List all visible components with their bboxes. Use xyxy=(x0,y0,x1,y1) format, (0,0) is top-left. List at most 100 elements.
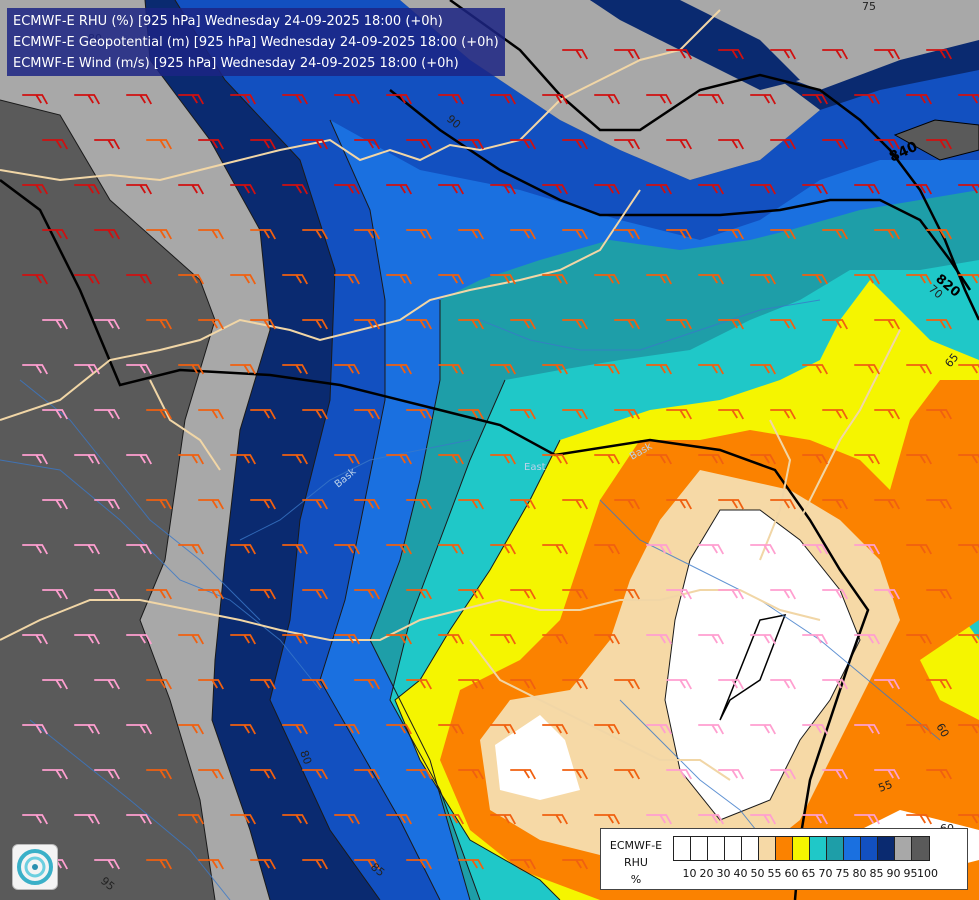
wind-barb xyxy=(926,499,953,510)
wind-barb xyxy=(178,94,205,105)
wind-barb xyxy=(334,274,361,285)
wind-barb xyxy=(646,184,673,195)
legend-unit: % xyxy=(630,873,642,886)
wind-barb xyxy=(562,589,589,600)
wind-barb xyxy=(146,589,173,600)
wind-barb xyxy=(822,319,849,330)
wind-barb xyxy=(146,769,173,780)
wind-barb xyxy=(282,544,309,555)
wind-barb xyxy=(334,724,361,735)
wind-barb xyxy=(146,409,173,420)
wind-barb xyxy=(94,769,121,780)
wind-barb xyxy=(614,679,641,690)
wind-barb xyxy=(178,454,205,465)
wind-barb xyxy=(42,229,69,240)
wind-barb xyxy=(386,454,413,465)
wind-barb xyxy=(490,454,517,465)
wind-barb xyxy=(22,634,49,645)
wind-barb xyxy=(510,679,537,690)
rhu-label-75: 75 xyxy=(862,0,876,13)
wind-barb xyxy=(94,589,121,600)
wind-barb xyxy=(562,139,589,150)
wind-barb xyxy=(250,319,277,330)
wind-barb xyxy=(510,139,537,150)
wind-barb xyxy=(958,724,979,734)
wind-barb xyxy=(854,544,881,555)
wind-barb xyxy=(750,814,777,825)
wind-barb xyxy=(42,769,69,780)
wind-barb xyxy=(438,274,465,285)
wind-barb xyxy=(386,544,413,555)
wind-barb xyxy=(750,94,777,105)
wind-barb xyxy=(42,679,69,690)
wind-barb xyxy=(386,814,413,825)
wind-barb xyxy=(490,364,517,375)
wind-barb xyxy=(282,274,309,285)
wind-barb xyxy=(822,769,849,780)
wind-barb xyxy=(958,814,979,824)
wind-barb xyxy=(802,364,829,375)
wind-barb xyxy=(666,589,693,600)
wind-barb xyxy=(178,364,205,375)
wind-barb xyxy=(614,49,641,60)
wind-barb xyxy=(646,94,673,105)
wind-barb xyxy=(22,364,49,375)
wind-barb xyxy=(302,679,329,690)
wind-barb xyxy=(698,724,725,735)
wind-barb xyxy=(282,184,309,195)
wind-barb xyxy=(906,364,933,375)
wind-barb xyxy=(926,769,953,780)
legend-swatch xyxy=(844,837,861,860)
legend-tick-label: 90 xyxy=(886,867,901,880)
wind-barb xyxy=(282,634,309,645)
wind-barb xyxy=(302,139,329,150)
wind-barb xyxy=(458,769,485,780)
ecmwf-logo xyxy=(12,844,58,890)
wind-barb xyxy=(198,319,225,330)
wind-barb xyxy=(750,364,777,375)
wind-barb xyxy=(874,139,901,150)
legend-model: ECMWF-E xyxy=(609,839,663,852)
wind-barb xyxy=(354,409,381,420)
wind-barb xyxy=(874,499,901,510)
rhu-band-90-strip xyxy=(590,0,800,90)
wind-barb xyxy=(822,409,849,420)
wind-barb xyxy=(770,409,797,420)
wind-barb xyxy=(22,94,49,105)
wind-barb xyxy=(146,319,173,330)
wind-barb xyxy=(770,139,797,150)
wind-barb xyxy=(718,769,745,780)
wind-barb xyxy=(958,544,979,554)
legend-swatch xyxy=(708,837,725,860)
wind-barb xyxy=(250,409,277,420)
wind-barb xyxy=(94,499,121,510)
wind-barb xyxy=(874,229,901,240)
wind-barb xyxy=(958,274,979,284)
wind-barb xyxy=(854,364,881,375)
wind-barb xyxy=(562,769,589,780)
legend-swatch xyxy=(759,837,776,860)
legend-swatches xyxy=(673,836,930,861)
wind-barb xyxy=(282,94,309,105)
wind-barb xyxy=(354,139,381,150)
wind-barb xyxy=(302,859,329,870)
wind-barb xyxy=(698,94,725,105)
wind-barb xyxy=(750,454,777,465)
wind-barb xyxy=(230,364,257,375)
wind-barb xyxy=(146,229,173,240)
borders xyxy=(0,9,901,781)
wind-barb xyxy=(906,544,933,555)
wind-barb xyxy=(230,814,257,825)
wind-barb xyxy=(94,319,121,330)
wind-barb xyxy=(126,724,153,735)
wind-barb xyxy=(854,454,881,465)
wind-barb xyxy=(802,454,829,465)
wind-barb xyxy=(562,679,589,690)
wind-barb xyxy=(874,589,901,600)
wind-barb xyxy=(490,724,517,735)
wind-barb xyxy=(646,814,673,825)
wind-barb xyxy=(334,814,361,825)
wind-barb xyxy=(230,634,257,645)
wind-barb xyxy=(22,814,49,825)
wind-barb xyxy=(666,319,693,330)
